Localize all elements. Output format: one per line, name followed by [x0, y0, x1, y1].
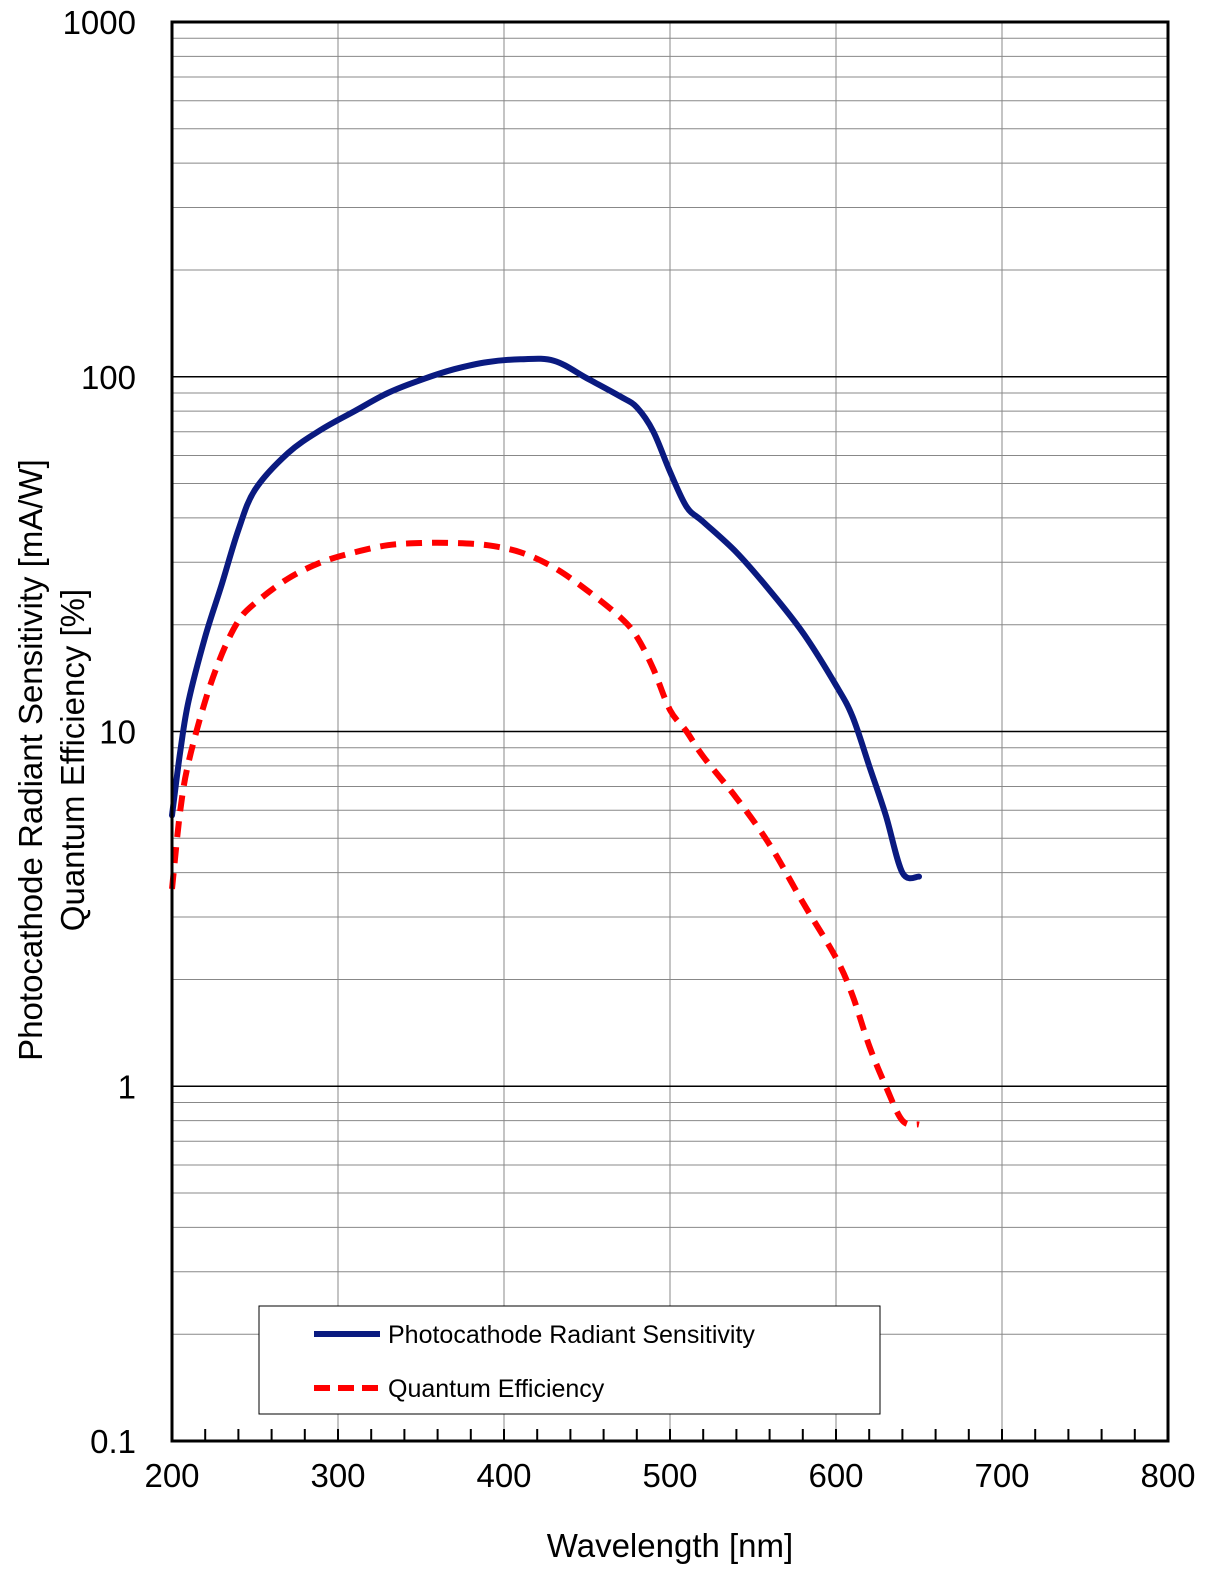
y-axis-title-line-2: Quantum Efficiency [%]	[54, 589, 91, 931]
y-axis-title: Photocathode Radiant Sensitivity [mA/W] …	[12, 459, 91, 1061]
x-tick-label: 600	[808, 1457, 863, 1494]
x-tick-label: 200	[144, 1457, 199, 1494]
series-line-quantum-efficiency	[169, 539, 920, 1128]
x-tick-label: 300	[310, 1457, 365, 1494]
legend-label-sensitivity: Photocathode Radiant Sensitivity	[388, 1321, 755, 1349]
x-axis-title: Wavelength [nm]	[547, 1527, 793, 1564]
y-tick-label: 10	[99, 714, 136, 751]
x-tick-label: 700	[974, 1457, 1029, 1494]
legend: Photocathode Radiant Sensitivity Quantum…	[258, 1305, 881, 1415]
x-tick-label: 400	[476, 1457, 531, 1494]
series-line-sensitivity	[169, 355, 922, 882]
x-minor-ticks	[171, 1429, 1169, 1441]
x-tick-labels: 200 300 400 500 600 700 800	[144, 1457, 1195, 1494]
y-tick-labels: 0.1 1 10 100 1000	[63, 4, 136, 1460]
x-tick-label: 800	[1140, 1457, 1195, 1494]
y-tick-label: 1	[118, 1068, 136, 1105]
y-tick-label: 1000	[63, 4, 136, 41]
legend-box	[258, 1305, 881, 1415]
series-layer	[169, 355, 922, 1128]
y-axis-title-line-1: Photocathode Radiant Sensitivity [mA/W]	[12, 459, 49, 1061]
y-tick-label: 0.1	[90, 1423, 136, 1460]
x-tick-label: 500	[642, 1457, 697, 1494]
legend-label-quantum-efficiency: Quantum Efficiency	[388, 1375, 605, 1403]
y-tick-label: 100	[81, 359, 136, 396]
